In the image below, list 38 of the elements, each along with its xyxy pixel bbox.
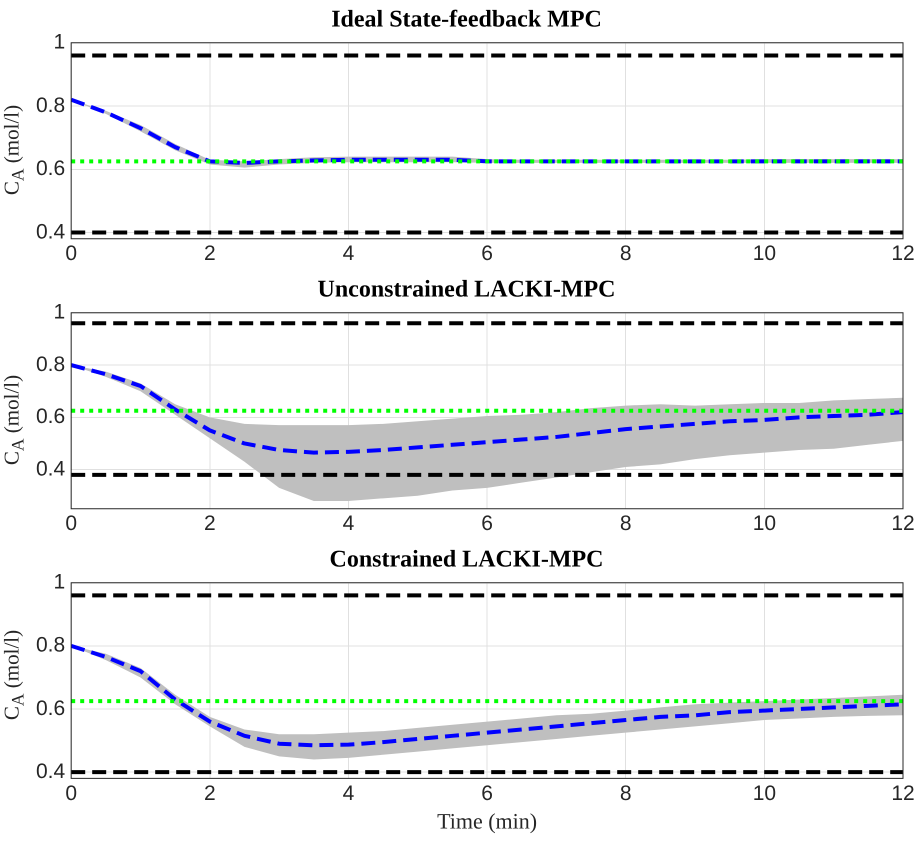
- chart-title: Constrained LACKI-MPC: [330, 546, 604, 573]
- x-tick-label: 4: [342, 512, 355, 536]
- y-tick-label: 1: [54, 30, 66, 54]
- y-tick-label: 1: [54, 300, 66, 324]
- y-tick-label: 0.4: [36, 760, 66, 783]
- y-tick-label: 0.6: [36, 157, 66, 180]
- x-tick-label: 8: [620, 782, 632, 805]
- chart-title: Ideal State-feedback MPC: [331, 6, 602, 33]
- x-tick-label: 10: [752, 512, 776, 536]
- y-tick-label: 1: [54, 570, 66, 594]
- line-series: [71, 363, 903, 455]
- y-tick-label: 0.8: [36, 634, 66, 657]
- y-tick-label: 0.4: [36, 457, 66, 480]
- x-tick-label: 12: [891, 242, 915, 266]
- x-tick-label: 0: [65, 782, 78, 805]
- x-tick-label: 6: [481, 512, 493, 536]
- x-tick-label: 4: [342, 242, 355, 266]
- y-tick-label: 0.6: [36, 405, 66, 428]
- x-tick-label: 0: [65, 512, 78, 536]
- y-tick-label: 0.8: [36, 94, 66, 117]
- x-tick-label: 4: [342, 782, 355, 805]
- x-axis-title: Time (min): [437, 808, 538, 834]
- x-tick-label: 6: [481, 242, 493, 266]
- x-tick-label: 10: [752, 242, 776, 266]
- x-tick-label: 8: [620, 512, 632, 536]
- x-tick-label: 2: [204, 782, 216, 805]
- y-tick-label: 0.4: [36, 220, 66, 244]
- chart-title: Unconstrained LACKI-MPC: [318, 276, 616, 303]
- y-tick-label: 0.6: [36, 696, 66, 720]
- x-tick-label: 10: [752, 782, 776, 805]
- x-tick-label: 0: [65, 242, 78, 266]
- x-tick-label: 2: [204, 512, 216, 536]
- x-tick-label: 6: [481, 782, 493, 805]
- x-tick-label: 2: [204, 242, 216, 266]
- x-tick-label: 8: [620, 242, 632, 266]
- x-tick-label: 12: [891, 512, 915, 536]
- y-tick-label: 0.8: [36, 352, 66, 376]
- x-tick-label: 12: [891, 782, 915, 805]
